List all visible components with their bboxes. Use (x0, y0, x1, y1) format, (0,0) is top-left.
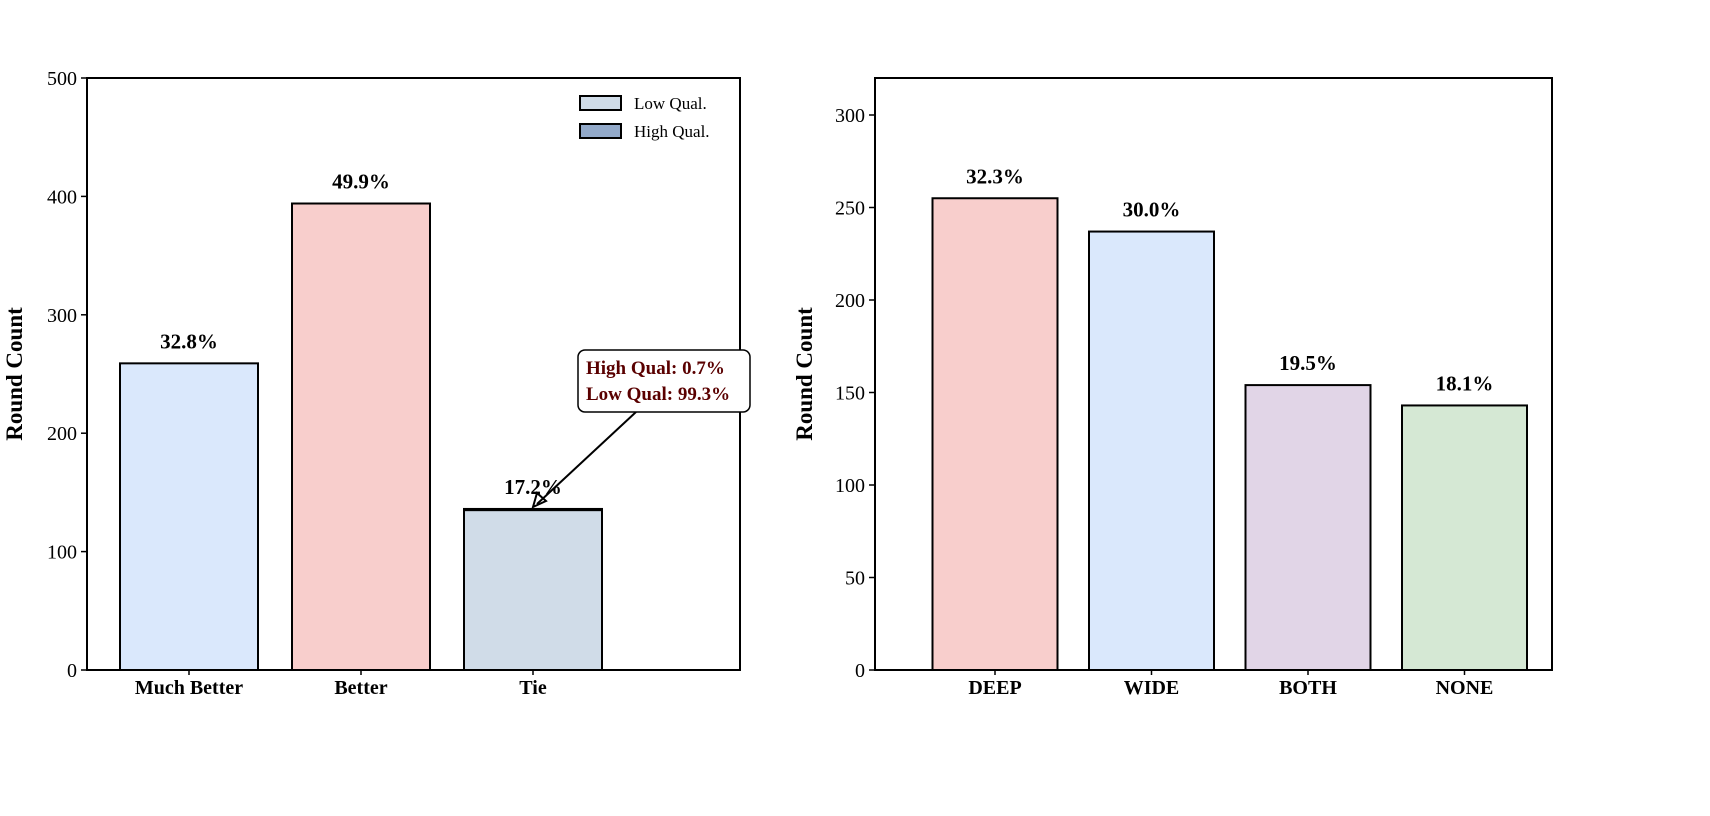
bar-both (1244, 384, 1372, 671)
bar-tie (463, 507, 603, 672)
bar-none (1401, 404, 1528, 671)
x-tick-label: Better (334, 677, 387, 699)
legend-swatch (579, 123, 622, 139)
percent-label: 30.0% (1123, 198, 1181, 222)
y-tick-label: 200 (835, 290, 865, 312)
x-tick-label: BOTH (1279, 677, 1337, 699)
percent-label: 32.3% (966, 164, 1024, 188)
y-axis-label: Round Count (2, 307, 27, 441)
bar-tie-high-qual (463, 507, 603, 512)
annotation-text: High Qual: 0.7% (586, 358, 725, 379)
x-tick-label: DEEP (968, 677, 1021, 699)
chart-1: 32.8% Much Better 49.9% Better 17.2% Tie 0 100 2… (2, 68, 751, 699)
percent-label: 17.2% (504, 475, 562, 499)
percent-label: 18.1% (1436, 371, 1494, 395)
annotation-arrow (536, 411, 637, 505)
x-tick-label: WIDE (1124, 677, 1180, 699)
y-tick-label: 0 (855, 660, 865, 682)
y-tick-label: 300 (47, 305, 77, 327)
y-tick-label: 0 (67, 660, 77, 682)
legend-swatch (579, 95, 622, 111)
y-tick-label: 250 (835, 198, 865, 220)
x-tick-label: Tie (519, 677, 547, 699)
percent-label: 49.9% (332, 170, 390, 194)
arrowhead-icon (531, 491, 548, 509)
bar-deep (931, 197, 1059, 671)
legend-label: High Qual. (634, 122, 710, 141)
y-tick-label: 100 (835, 475, 865, 497)
x-tick-label: Much Better (135, 677, 243, 699)
bar-better (291, 202, 431, 671)
y-tick-label: 150 (835, 383, 865, 405)
annotation: High Qual: 0.7% Low Qual: 99.3% (531, 349, 751, 509)
legend: Low Qual. High Qual. (579, 94, 710, 141)
axes-frame (874, 77, 1553, 671)
percent-label: 32.8% (160, 329, 218, 353)
chart-2: 32.3% DEEP 30.0% WIDE 19.5% BOTH 18.1% NONE 0 50 1… (792, 77, 1553, 699)
bar-wide (1088, 230, 1215, 672)
y-tick-label: 400 (47, 186, 77, 208)
legend-label: Low Qual. (634, 94, 707, 113)
x-tick-label: NONE (1436, 677, 1494, 699)
y-tick-label: 300 (835, 105, 865, 127)
y-tick-label: 500 (47, 68, 77, 90)
annotation-box (577, 349, 751, 413)
y-tick-label: 100 (47, 542, 77, 564)
annotation-text: Low Qual: 99.3% (586, 384, 730, 405)
y-tick-label: 50 (845, 568, 865, 590)
y-tick-label: 200 (47, 423, 77, 445)
bar-much-better (119, 362, 259, 671)
percent-label: 19.5% (1279, 351, 1337, 375)
y-axis-label: Round Count (792, 307, 817, 441)
